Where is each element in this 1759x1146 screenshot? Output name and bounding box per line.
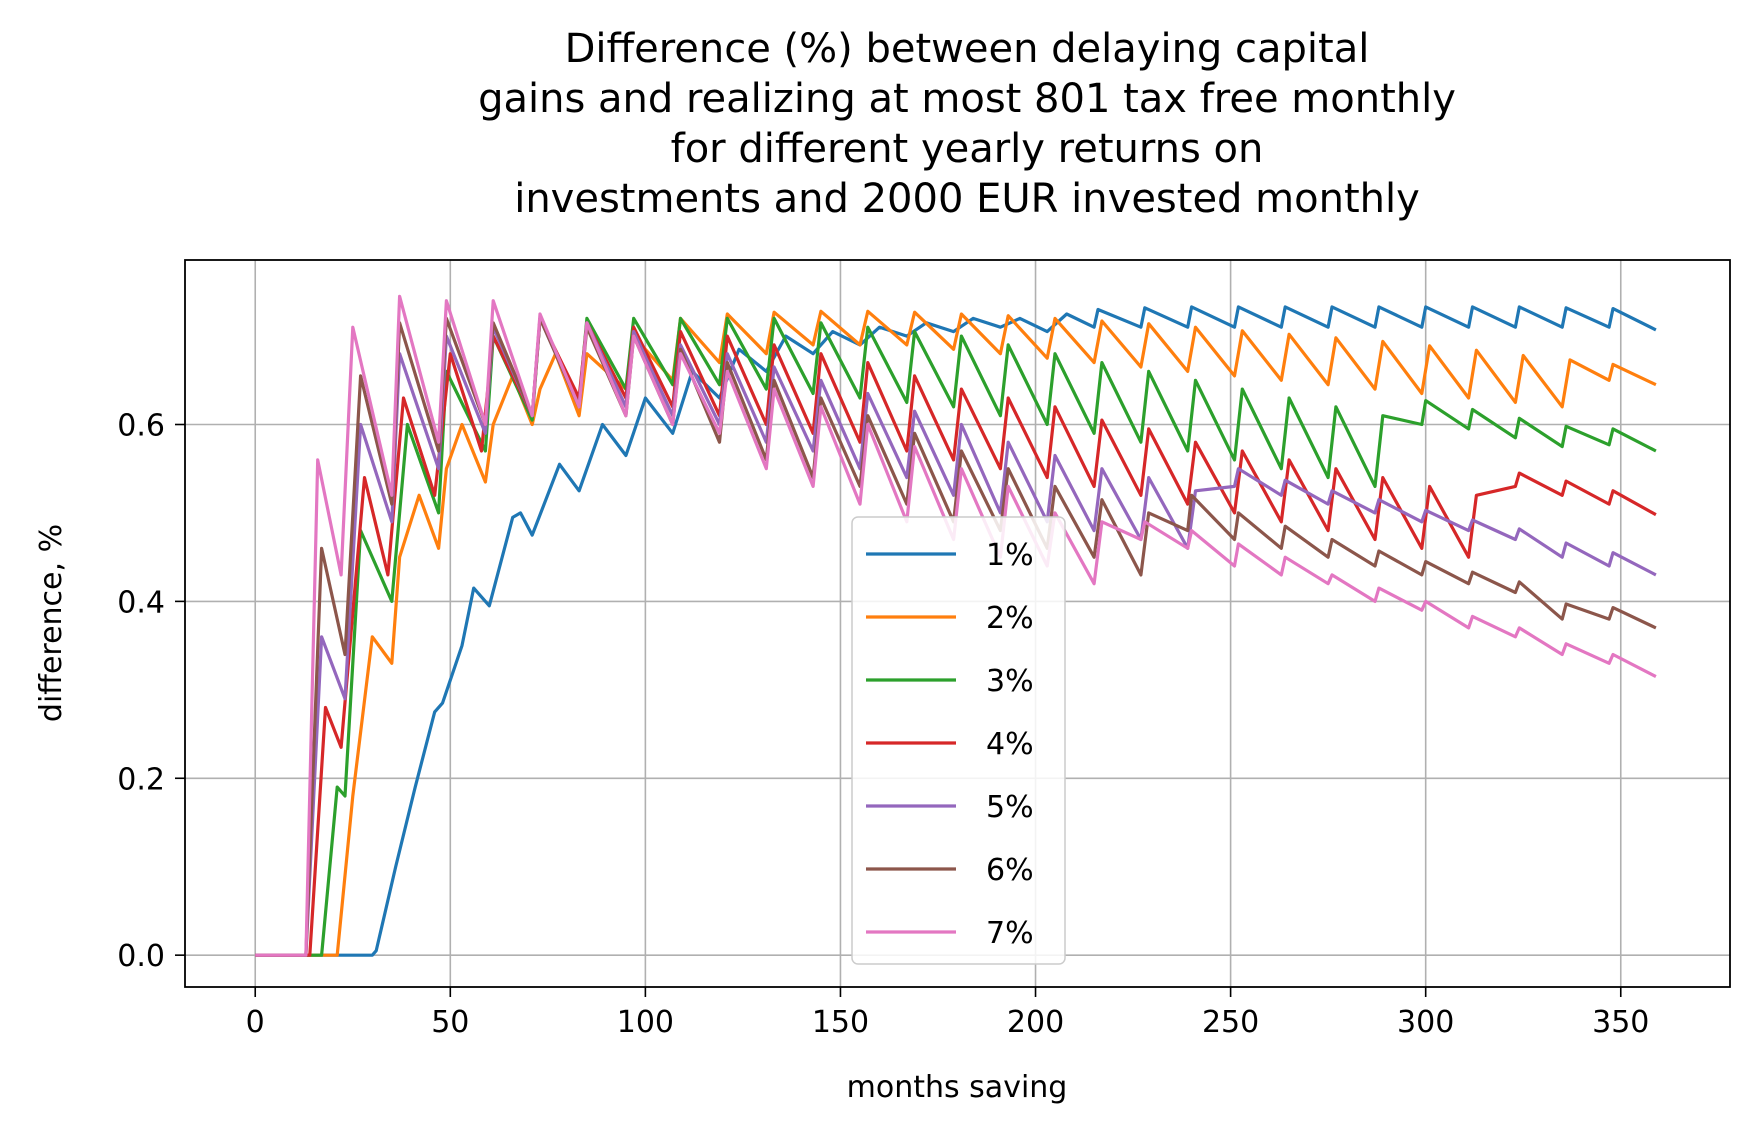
x-axis: 0 50 100 150 200 250 300 350	[246, 987, 1649, 1040]
x-tick-label: 0	[246, 1005, 265, 1040]
legend-label: 5%	[986, 790, 1034, 825]
x-axis-label: months saving	[847, 1070, 1068, 1105]
title-line-4: investments and 2000 EUR invested monthl…	[514, 176, 1420, 222]
y-axis: 0.0 0.2 0.4 0.6	[117, 409, 185, 974]
x-tick-label: 300	[1397, 1005, 1454, 1040]
legend-box	[851, 516, 1066, 965]
plot-lines	[255, 294, 1657, 957]
y-tick-label: 0.6	[117, 409, 165, 444]
series-line-7%	[255, 294, 1657, 957]
legend-label: 2%	[986, 601, 1034, 636]
title-line-2: gains and realizing at most 801 tax free…	[478, 76, 1456, 122]
chart-title: Difference (%) between delaying capital …	[478, 26, 1456, 222]
legend-label: 6%	[986, 853, 1034, 888]
x-tick-label: 100	[617, 1005, 674, 1040]
series-line-2%	[255, 309, 1657, 957]
legend-label: 4%	[986, 727, 1034, 762]
y-tick-label: 0.0	[117, 939, 165, 974]
series-line-1%	[255, 305, 1657, 957]
legend-label: 1%	[986, 538, 1034, 573]
title-line-1: Difference (%) between delaying capital	[565, 26, 1370, 72]
y-axis-label: difference, %	[34, 524, 69, 722]
x-tick-label: 200	[1007, 1005, 1064, 1040]
legend: 1% 2% 3% 4% 5% 6% 7%	[851, 516, 1066, 965]
x-tick-label: 350	[1592, 1005, 1649, 1040]
y-tick-label: 0.2	[117, 762, 165, 797]
plot-frame	[184, 259, 1731, 988]
x-tick-label: 150	[812, 1005, 869, 1040]
x-tick-label: 250	[1202, 1005, 1259, 1040]
x-tick-label: 50	[431, 1005, 469, 1040]
legend-label: 3%	[986, 664, 1034, 699]
y-tick-label: 0.4	[117, 585, 165, 620]
legend-label: 7%	[986, 916, 1034, 951]
title-line-3: for different yearly returns on	[671, 126, 1264, 172]
